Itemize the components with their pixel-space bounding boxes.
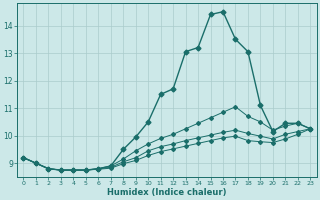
X-axis label: Humidex (Indice chaleur): Humidex (Indice chaleur) bbox=[107, 188, 227, 197]
